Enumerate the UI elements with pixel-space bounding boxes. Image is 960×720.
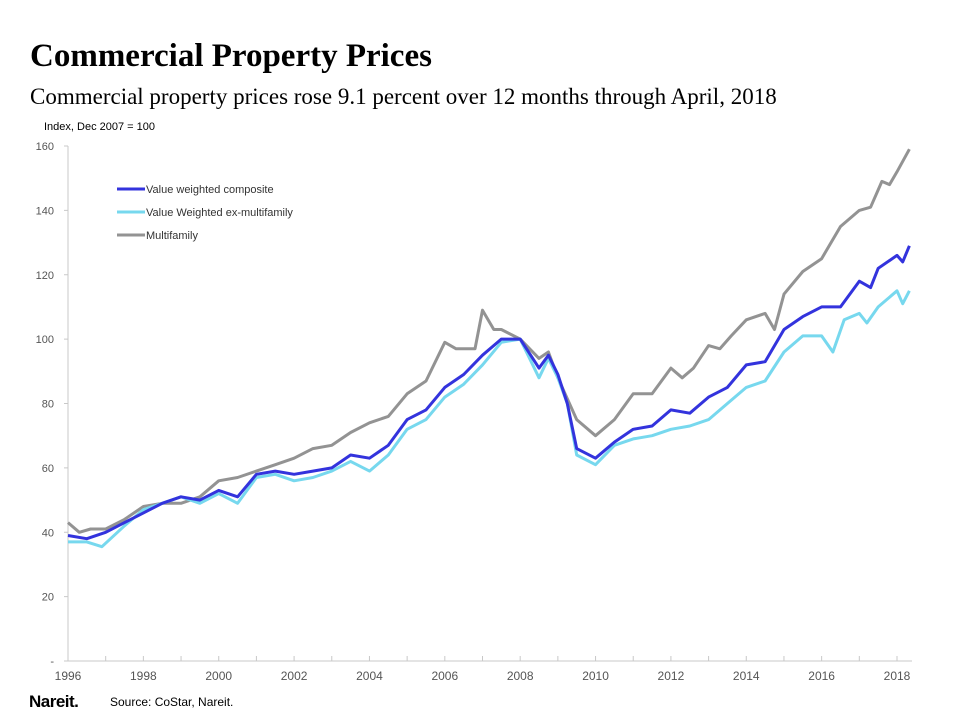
x-tick-label: 2010 [582,669,609,683]
source-note: Source: CoStar, Nareit. [110,695,234,709]
nareit-logo: Nareit. [29,692,79,711]
x-tick-label: 2016 [808,669,835,683]
legend-label: Value weighted composite [146,184,274,196]
y-tick-label: 100 [36,334,54,346]
y-tick-label: 60 [42,463,54,475]
y-tick-label: 160 [36,141,54,153]
x-tick-label: 2012 [658,669,685,683]
series-line-value-weighted-composite [67,245,911,541]
y-axis-label: Index, Dec 2007 = 100 [44,121,155,133]
y-tick-label: 40 [42,527,54,539]
legend-label: Value Weighted ex-multifamily [146,207,293,219]
x-tick-label: 2000 [205,669,232,683]
series-line-value-weighted-ex-multifamily [68,289,911,549]
x-tick-label: 2002 [281,669,308,683]
page-subtitle: Commercial property prices rose 9.1 perc… [30,84,777,109]
x-tick-label: 1996 [55,669,82,683]
x-tick-label: 2018 [884,669,911,683]
x-tick-label: 2014 [733,669,760,683]
page-title: Commercial Property Prices [30,38,432,74]
y-tick-label: 140 [36,205,54,217]
x-tick-label: 2004 [356,669,383,683]
y-tick-label: - [50,656,54,668]
x-tick-label: 2006 [431,669,458,683]
y-tick-label: 20 [42,592,54,604]
series-line-multifamily [67,148,911,534]
x-tick-label: 2008 [507,669,534,683]
y-tick-label: 120 [36,270,54,282]
x-tick-label: 1998 [130,669,157,683]
legend-label: Multifamily [146,230,198,242]
y-tick-label: 80 [42,399,54,411]
